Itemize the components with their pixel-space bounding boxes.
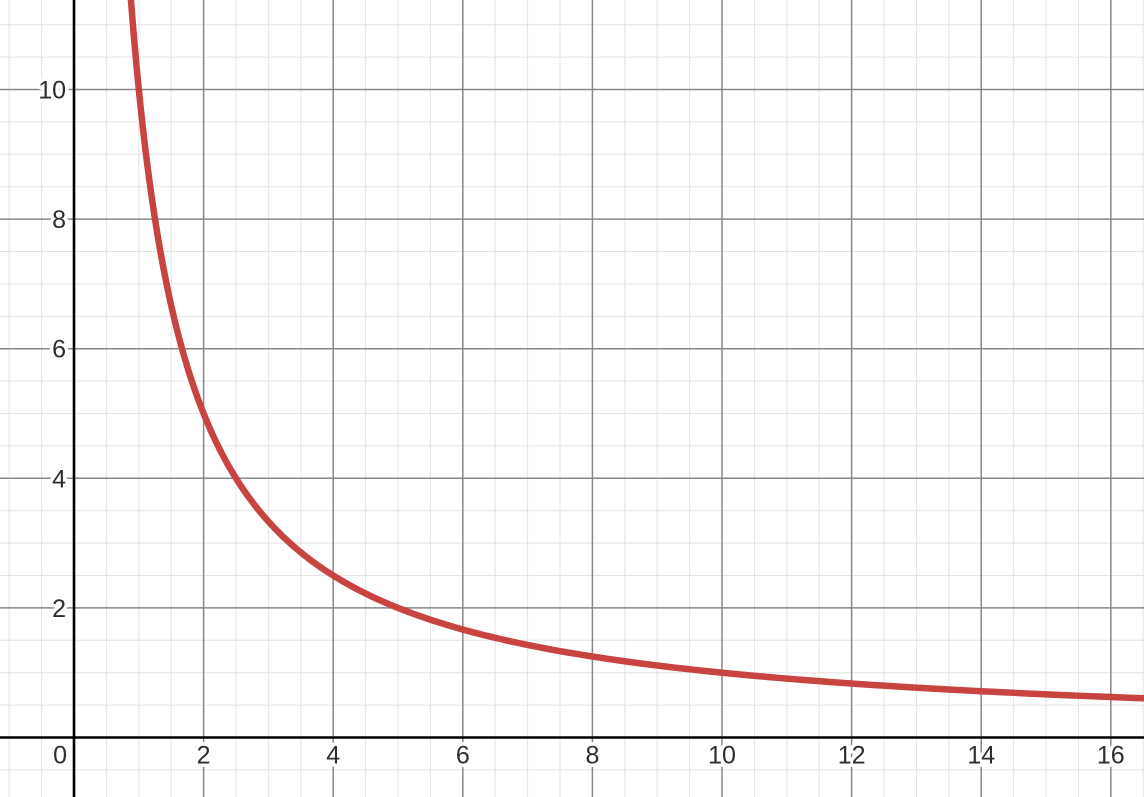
function-curve[interactable] xyxy=(127,0,1144,702)
x-tick-label-8: 8 xyxy=(585,742,599,770)
curve-layer xyxy=(127,0,1144,702)
x-tick-label-6: 6 xyxy=(456,742,470,770)
y-tick-label-6: 6 xyxy=(52,336,66,364)
x-tick-label-2: 2 xyxy=(197,742,211,770)
x-tick-label-4: 4 xyxy=(326,742,340,770)
y-tick-label-10: 10 xyxy=(38,76,66,104)
x-tick-label-14: 14 xyxy=(967,742,995,770)
origin-tick-label: 0 xyxy=(53,742,67,770)
y-tick-label-4: 4 xyxy=(52,465,66,493)
axis-tick-labels: 0 2 4 6 8 10 12 14 16 2 4 6 8 10 xyxy=(35,73,1129,773)
x-tick-label-16: 16 xyxy=(1097,742,1125,770)
y-tick-label-8: 8 xyxy=(52,206,66,234)
x-tick-label-10: 10 xyxy=(708,742,736,770)
x-tick-label-12: 12 xyxy=(838,742,866,770)
y-tick-label-2: 2 xyxy=(52,595,66,623)
